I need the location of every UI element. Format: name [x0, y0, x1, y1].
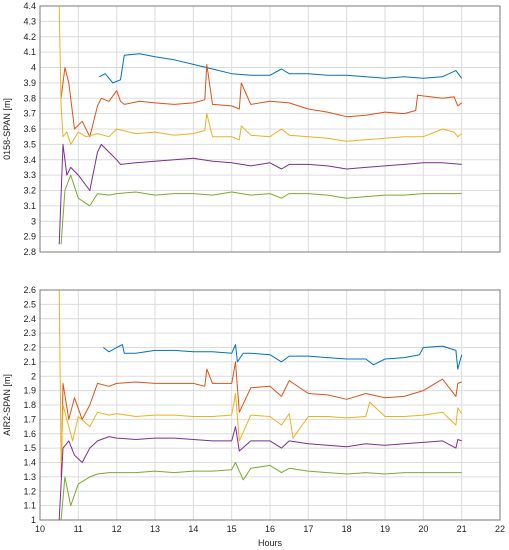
series-line-1 — [102, 344, 463, 370]
y-tick-label: 1.7 — [23, 414, 36, 424]
y-tick-label: 1.9 — [23, 386, 36, 396]
y-axis-label: AIR2-SPAN [m] — [2, 374, 12, 436]
y-tick-label: 3.9 — [23, 78, 36, 88]
x-tick-label: 18 — [342, 524, 352, 534]
y-tick-label: 2.9 — [23, 232, 36, 242]
x-tick-label: 22 — [495, 524, 505, 534]
y-tick-label: 2.5 — [23, 299, 36, 309]
x-tick-label: 14 — [188, 524, 198, 534]
x-tick-label: 20 — [418, 524, 428, 534]
y-tick-label: 3.7 — [23, 109, 36, 119]
y-tick-label: 1 — [31, 515, 36, 525]
series-line-2 — [60, 361, 462, 477]
y-tick-label: 4.3 — [23, 16, 36, 26]
panel-bottom: 1 1.1 1.2 1.3 1.4 1.5 1.6 1.7 1.8 1.9 2 2.1 2.2 2.3 2.… — [2, 285, 505, 548]
y-tick-label: 3.5 — [23, 139, 36, 149]
y-tick-label: 3 — [31, 216, 36, 226]
y-tick-label: 4.2 — [23, 32, 36, 42]
x-tick-label: 11 — [74, 524, 83, 534]
y-tick-label: 1.1 — [23, 501, 36, 511]
series-line-2 — [60, 63, 463, 138]
plot-frame — [39, 289, 501, 521]
y-tick-label: 1.4 — [23, 458, 36, 468]
y-tick-label: 2.6 — [23, 285, 36, 295]
y-tick-label: 3.3 — [23, 170, 36, 180]
panel-top: 2.8 2.9 3 3.1 3.2 3.3 3.4 3.5 3.6 3.7 3.8 3.9 4 4.1 4.… — [2, 1, 501, 257]
y-axis-label: 0158-SPAN [m] — [2, 98, 12, 160]
y-tick-label: 4.4 — [23, 1, 36, 11]
y-tick-label: 2.1 — [23, 357, 36, 367]
x-tick-label: 10 — [35, 524, 45, 534]
series-line-4 — [58, 426, 462, 521]
x-tick-label: 21 — [457, 524, 467, 534]
x-tick-label: 13 — [150, 524, 160, 534]
y-tick-label: 1.8 — [23, 400, 36, 410]
x-tick-label: 16 — [265, 524, 275, 534]
x-tick-label: 19 — [380, 524, 390, 534]
y-tick-label: 4.1 — [23, 47, 36, 57]
series-line-1 — [99, 53, 463, 84]
y-tick-label: 3.8 — [23, 93, 36, 103]
series-line-5 — [60, 174, 462, 245]
y-tick-label: 4 — [31, 63, 36, 73]
series-line-4 — [58, 143, 462, 245]
x-tick-label: 12 — [112, 524, 122, 534]
y-tick-label: 1.5 — [23, 443, 36, 453]
y-tick-label: 2.8 — [23, 247, 36, 257]
y-tick-label: 3.4 — [23, 155, 36, 165]
y-tick-label: 3.1 — [23, 201, 36, 211]
y-tick-label: 3.2 — [23, 186, 36, 196]
y-tick-label: 2 — [31, 371, 36, 381]
y-tick-label: 1.3 — [23, 472, 36, 482]
y-tick-label: 2.2 — [23, 343, 36, 353]
y-tick-label: 1.2 — [23, 486, 36, 496]
x-tick-label: 17 — [303, 524, 313, 534]
series-line-3 — [58, 5, 463, 145]
y-tick-label: 3.6 — [23, 124, 36, 134]
series-line-5 — [60, 462, 462, 521]
y-tick-label: 2.4 — [23, 314, 36, 324]
x-tick-label: 15 — [227, 524, 237, 534]
y-tick-label: 2.3 — [23, 328, 36, 338]
series-line-3 — [58, 289, 463, 463]
x-axis-label: Hours — [258, 538, 283, 548]
plot-frame — [39, 5, 501, 253]
y-tick-label: 1.6 — [23, 429, 36, 439]
